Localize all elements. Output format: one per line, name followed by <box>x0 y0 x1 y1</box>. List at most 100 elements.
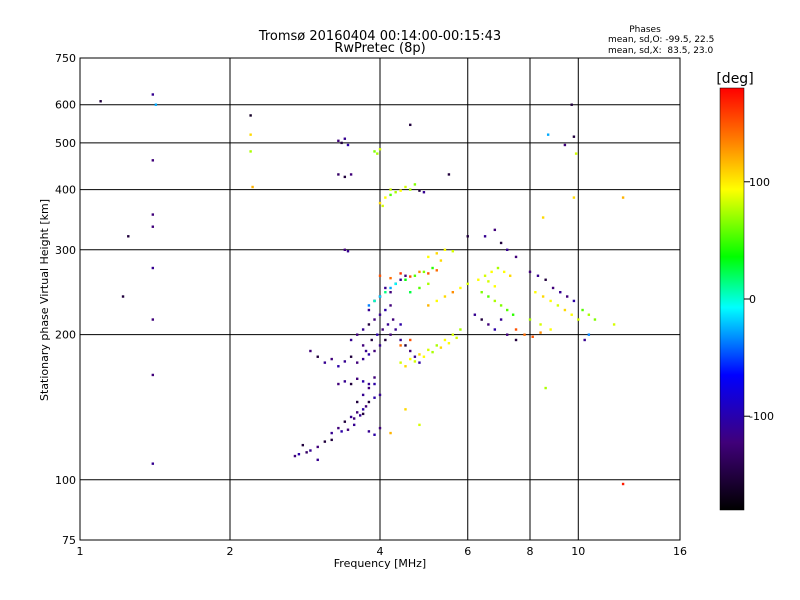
scatter-point <box>409 123 412 127</box>
scatter-point <box>536 274 540 277</box>
scatter-point <box>399 361 402 364</box>
scatter-point <box>493 228 497 232</box>
y-tick-label: 400 <box>55 184 76 197</box>
scatter-point <box>343 380 347 383</box>
scatter-point <box>539 323 542 326</box>
scatter-point <box>367 304 371 307</box>
scatter-point <box>309 449 312 452</box>
scatter-point <box>587 333 591 336</box>
scatter-point <box>621 196 625 199</box>
scatter-point <box>381 204 384 208</box>
scatter-point <box>439 259 443 262</box>
scatter-point <box>435 344 438 347</box>
scatter-point <box>352 417 356 420</box>
scatter-point <box>409 338 412 342</box>
scatter-point <box>413 355 417 358</box>
scatter-point <box>343 175 347 179</box>
scatter-point <box>151 93 155 96</box>
scatter-point <box>249 133 252 136</box>
scatter-point <box>361 393 365 397</box>
scatter-point <box>399 344 402 347</box>
scatter-point <box>358 414 362 417</box>
scatter-point <box>337 173 340 176</box>
colorbar-tick-label: -100 <box>749 410 774 423</box>
chart-title: Tromsø 20160404 00:14:00-00:15:43 <box>258 29 501 44</box>
scatter-point <box>418 189 421 192</box>
scatter-point <box>373 382 376 386</box>
scatter-point <box>346 143 350 147</box>
scatter-point <box>546 133 550 136</box>
scatter-point <box>466 282 469 286</box>
scatter-point <box>373 396 376 399</box>
scatter-point <box>549 299 552 303</box>
scatter-point <box>373 150 376 153</box>
scatter-point <box>378 148 382 151</box>
scatter-point <box>435 252 438 255</box>
scatter-point <box>427 255 430 259</box>
scatter-point <box>340 430 343 433</box>
scatter-point <box>455 336 458 340</box>
scatter-point <box>572 299 576 303</box>
scatter-point <box>99 100 102 103</box>
scatter-point <box>389 286 392 290</box>
scatter-point <box>487 323 490 326</box>
scatter-point <box>361 344 365 347</box>
scatter-point <box>528 318 532 321</box>
colorbar <box>719 87 745 511</box>
x-axis-label: Frequency [MHz] <box>334 557 426 570</box>
scatter-point <box>523 333 526 336</box>
scatter-point <box>249 114 252 117</box>
scatter-point <box>378 313 382 316</box>
scatter-point <box>443 338 447 342</box>
scatter-point <box>297 452 301 456</box>
scatter-point <box>355 400 359 404</box>
scatter-point <box>534 291 537 294</box>
scatter-point <box>378 274 382 277</box>
scatter-point <box>343 420 347 423</box>
scatter-point <box>499 241 503 245</box>
scatter-point <box>490 270 493 274</box>
scatter-point <box>505 333 509 336</box>
scatter-point <box>389 431 392 435</box>
scatter-point <box>399 272 402 275</box>
scatter-point <box>323 361 327 364</box>
y-tick-label: 100 <box>55 474 76 487</box>
scatter-point <box>355 333 359 336</box>
scatter-point <box>583 338 586 342</box>
scatter-point <box>404 344 407 347</box>
scatter-point <box>451 291 455 294</box>
scatter-point <box>451 250 455 253</box>
scatter-point <box>493 299 497 303</box>
scatter-point <box>378 344 382 347</box>
scatter-point <box>451 333 455 336</box>
y-tick-label: 600 <box>55 99 76 112</box>
scatter-point <box>367 386 371 390</box>
scatter-point <box>399 278 402 281</box>
scatter-point <box>355 411 359 414</box>
scatter-point <box>409 291 412 294</box>
scatter-point <box>404 408 407 411</box>
scatter-point <box>621 482 625 486</box>
scatter-point <box>427 272 430 275</box>
scatter-point <box>367 400 371 404</box>
scatter-point <box>480 318 483 321</box>
scatter-point <box>384 308 387 312</box>
scatter-point <box>399 338 402 342</box>
scatter-point <box>459 328 462 331</box>
scatter-point <box>427 348 430 352</box>
scatter-point <box>549 328 552 331</box>
scatter-point <box>349 338 353 342</box>
scatter-point <box>386 323 390 326</box>
scatter-point <box>409 275 412 278</box>
scatter-point <box>355 361 359 364</box>
scatter-point <box>505 248 509 252</box>
x-tick-label: 10 <box>571 545 585 558</box>
scatter-point <box>394 328 397 331</box>
scatter-point <box>581 308 584 312</box>
y-axis-label: Stationary phase Virtual Height [km] <box>38 199 51 401</box>
scatter-point <box>508 274 512 277</box>
scatter-point <box>435 269 438 272</box>
scatter-point <box>544 386 547 390</box>
scatter-point <box>337 426 340 430</box>
scatter-point <box>381 328 384 331</box>
